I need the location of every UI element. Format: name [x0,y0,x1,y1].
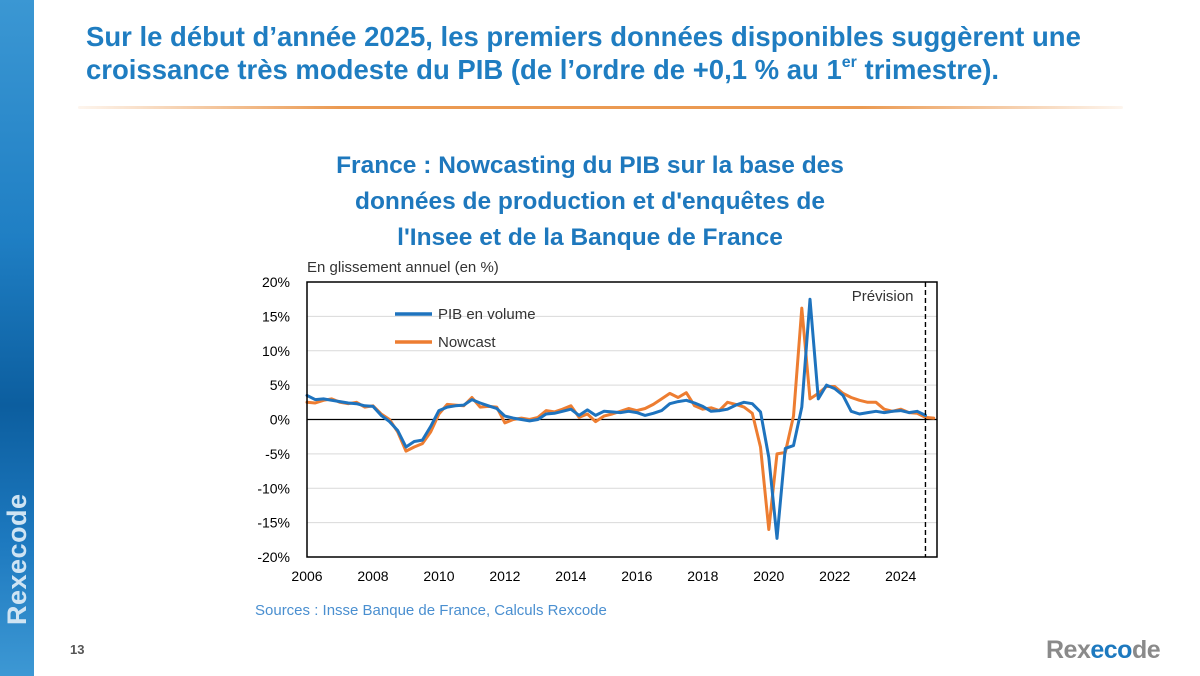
headline-text: Sur le début d’année 2025, les premiers … [86,21,1081,85]
y-tick-label: 10% [262,343,290,359]
y-axis-ticks: 20% 15% 10% 5% 0% -5% -10% -15% -20% [257,274,290,565]
y-tick-label: -10% [257,480,290,496]
logo-part: de [1131,636,1161,664]
x-tick-label: 2008 [357,568,388,584]
chart-title-line: données de production et d'enquêtes de [354,188,825,215]
legend-label: Nowcast [438,334,496,351]
x-tick-label: 2022 [819,568,850,584]
y-tick-label: -15% [257,515,290,531]
sidebar-band: Rexecode [0,0,34,676]
x-tick-label: 2018 [687,568,718,584]
series-layer [305,297,936,540]
headline-superscript: er [841,53,857,71]
x-tick-label: 2020 [753,568,784,584]
x-tick-label: 2014 [555,568,586,584]
y-tick-label: -5% [265,446,290,462]
title-divider [78,106,1123,109]
chart-subtitle: En glissement annuel (en %) [307,259,499,276]
slide-headline: Sur le début d’année 2025, les premiers … [86,20,1176,86]
plot-frame [306,281,938,558]
chart-source: Sources : Insse Banque de France, Calcul… [255,602,607,619]
legend-label: PIB en volume [438,306,536,323]
y-tick-label: 0% [270,412,290,428]
y-tick-label: 20% [262,274,290,290]
x-tick-label: 2010 [423,568,454,584]
logo-part: Rex [1046,636,1091,664]
y-tick-label: -20% [257,549,290,565]
x-tick-label: 2012 [489,568,520,584]
chart-title-line: l'Insee et de la Banque de France [397,224,783,251]
chart-title: France : Nowcasting du PIB sur la base d… [280,148,900,256]
y-tick-label: 15% [262,308,290,324]
chart-title-line: France : Nowcasting du PIB sur la base d… [336,152,844,179]
x-tick-label: 2024 [885,568,916,584]
series-line-pib [305,297,927,540]
x-tick-label: 2016 [621,568,652,584]
page-number: 13 [70,642,85,657]
forecast-label: Prévision [852,288,914,305]
sidebar-brand: Rexecode [2,493,32,625]
x-axis-ticks: 2006 2008 2010 2012 2014 2016 2018 2020 2022 2024 [291,568,916,584]
legend: PIB en volume Nowcast [395,306,536,351]
y-tick-label: 5% [270,377,290,393]
headline-end: trimestre). [856,54,1000,85]
x-tick-label: 2006 [291,568,322,584]
nowcast-line-chart: Prévision En glissement annuel (en %) 20… [255,259,938,619]
logo-part: eco [1090,636,1132,664]
rexecode-logo: Rexecode [1046,636,1161,665]
